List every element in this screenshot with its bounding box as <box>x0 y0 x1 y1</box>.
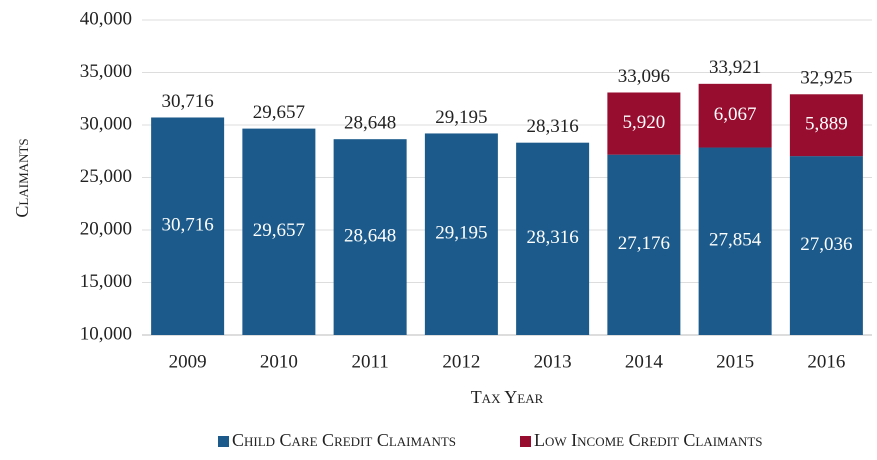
x-axis-title: Tax Year <box>471 387 544 407</box>
bar-segment <box>242 128 316 335</box>
legend-label: Child Care Credit Claimants <box>232 430 456 450</box>
segment-label: 27,036 <box>800 234 852 255</box>
segment-label: 27,854 <box>709 230 762 251</box>
total-label: 29,195 <box>435 107 487 128</box>
total-label: 28,316 <box>527 116 579 137</box>
y-tick-label: 40,000 <box>80 8 132 29</box>
x-tick-label: 2011 <box>351 351 388 372</box>
segment-label: 29,657 <box>253 220 305 241</box>
segment-label: 30,716 <box>162 215 214 236</box>
bar-segment <box>607 154 681 335</box>
x-tick-label: 2016 <box>807 351 845 372</box>
bar-segment <box>789 156 863 335</box>
total-label: 33,096 <box>618 66 670 87</box>
x-tick-label: 2009 <box>169 351 207 372</box>
segment-label: 28,648 <box>344 225 396 246</box>
y-tick-label: 10,000 <box>80 323 132 344</box>
bar-segment <box>333 139 407 335</box>
total-label: 30,716 <box>162 91 214 112</box>
x-tick-label: 2015 <box>716 351 754 372</box>
bar-segment <box>516 142 590 335</box>
total-label: 28,648 <box>344 113 396 134</box>
segment-label: 6,067 <box>714 104 757 125</box>
legend-label: Low Income Credit Claimants <box>534 430 763 450</box>
bar-segment <box>424 133 498 335</box>
y-tick-label: 25,000 <box>80 166 132 187</box>
total-label: 33,921 <box>709 57 761 78</box>
segment-label: 5,889 <box>805 114 848 135</box>
x-tick-label: 2013 <box>534 351 572 372</box>
segment-label: 29,195 <box>435 223 487 244</box>
y-tick-label: 15,000 <box>80 271 132 292</box>
segment-label: 27,176 <box>618 233 670 254</box>
total-label: 29,657 <box>253 102 305 123</box>
bar-segment <box>789 94 863 157</box>
y-tick-label: 35,000 <box>80 61 132 82</box>
total-label: 32,925 <box>800 68 852 89</box>
segment-label: 28,316 <box>527 227 579 248</box>
bar-segment <box>151 117 225 336</box>
x-tick-label: 2012 <box>442 351 480 372</box>
x-tick-label: 2010 <box>260 351 298 372</box>
legend-swatch <box>520 436 531 447</box>
bar-segment <box>607 92 681 155</box>
bar-segment <box>698 147 772 335</box>
y-tick-label: 20,000 <box>80 218 132 239</box>
y-axis-title: Claimants <box>12 138 32 217</box>
legend-swatch <box>218 436 229 447</box>
x-tick-label: 2014 <box>625 351 664 372</box>
y-tick-label: 30,000 <box>80 113 132 134</box>
segment-label: 5,920 <box>623 112 666 133</box>
bar-segment <box>698 83 772 148</box>
